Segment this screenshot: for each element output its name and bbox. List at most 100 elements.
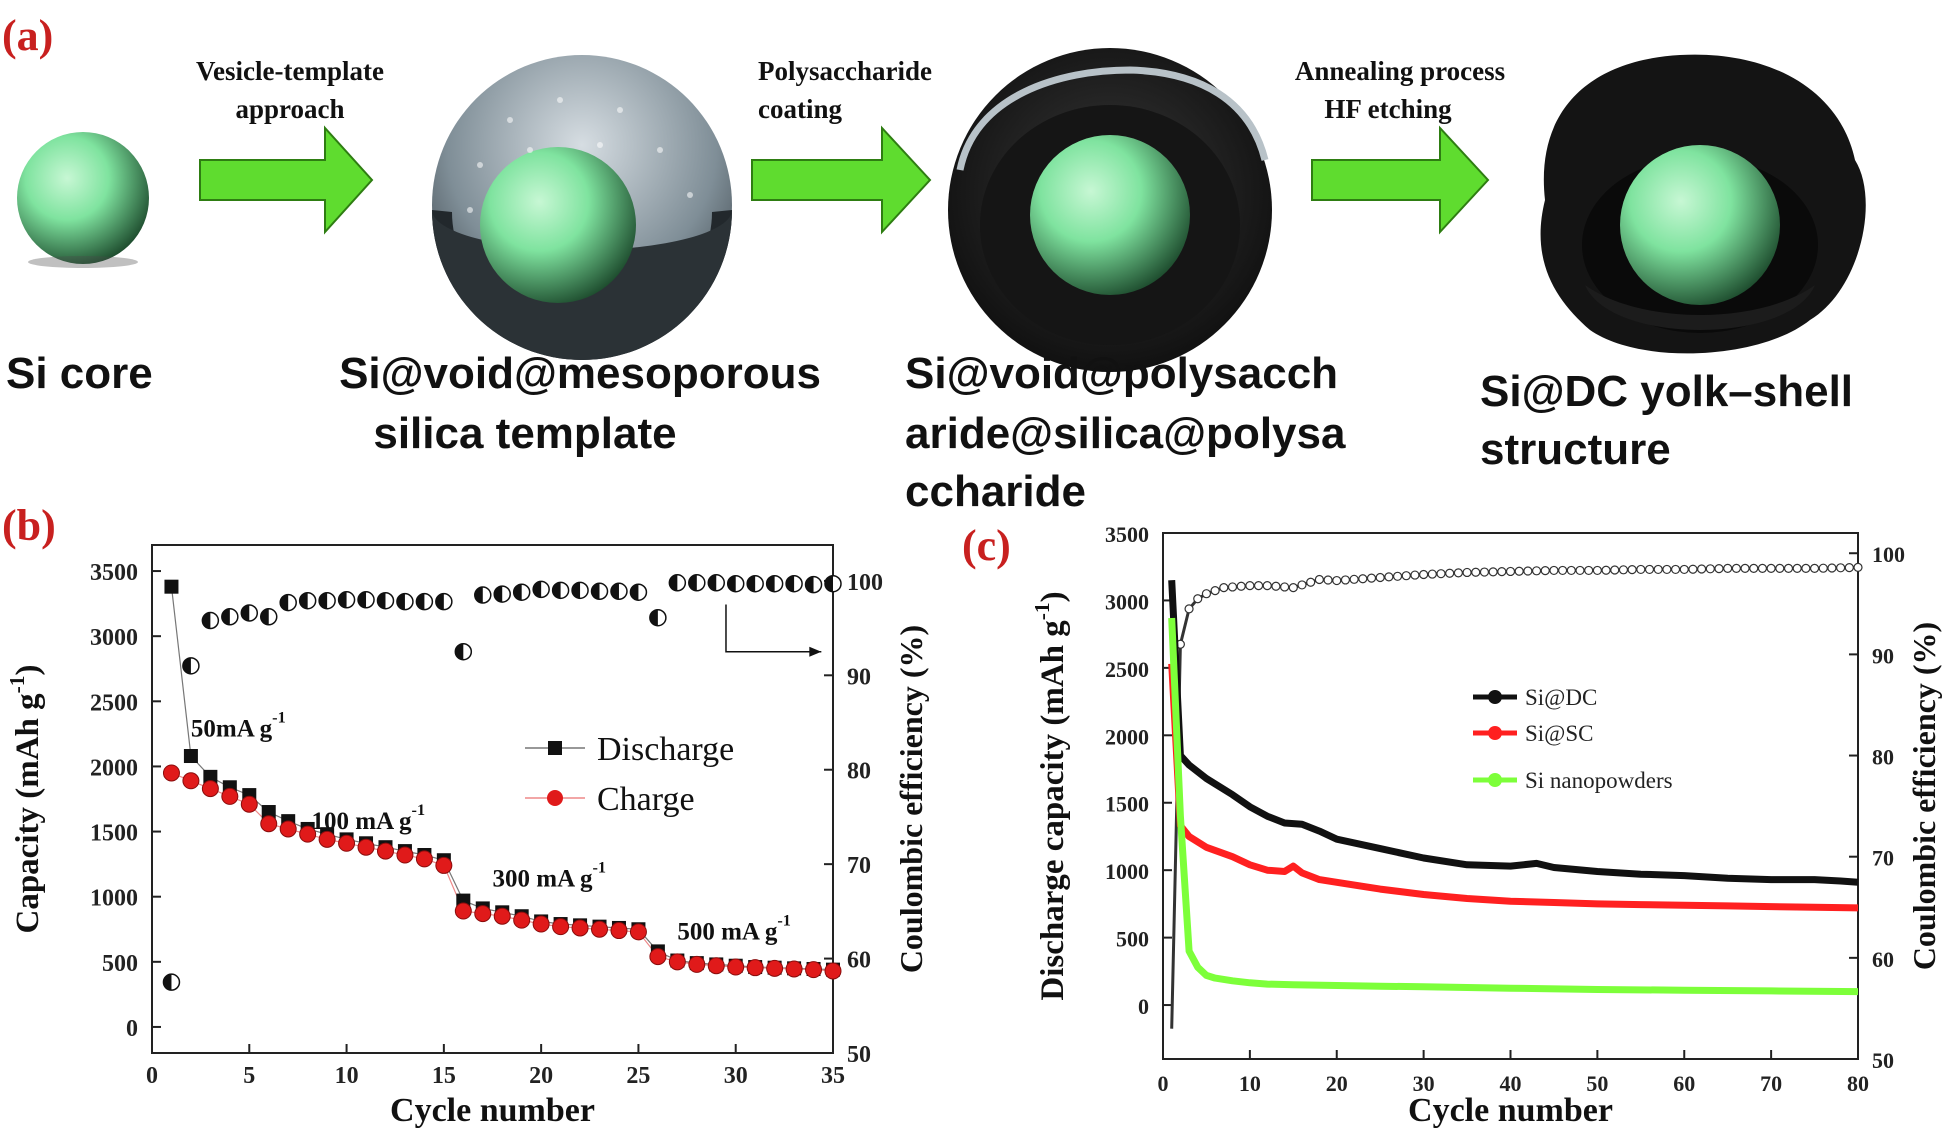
coulombic-efficiency-point-fill — [377, 592, 386, 609]
discharge-point — [261, 805, 276, 820]
series-line-si-nanopowders — [1168, 617, 1859, 996]
coulombic-efficiency-point-fill — [649, 609, 658, 626]
coulombic-efficiency-point — [1436, 569, 1446, 579]
charge-point — [182, 772, 200, 790]
coulombic-efficiency-point — [1245, 580, 1255, 591]
discharge-point — [183, 749, 198, 764]
y2-tick-label: 70 — [1872, 846, 1894, 871]
coulombic-efficiency-point — [1375, 572, 1385, 583]
coulombic-efficiency-point — [1836, 563, 1846, 573]
y-axis-label: Discharge capacity (mAh g-1) — [1030, 591, 1071, 1000]
si-core-illustration — [17, 132, 149, 268]
charge-point — [629, 923, 647, 941]
coulombic-efficiency-point — [1662, 564, 1672, 575]
coulombic-efficiency-point — [1280, 582, 1290, 592]
y-tick-label: 2000 — [1105, 724, 1149, 749]
coulombic-efficiency-point — [1410, 570, 1420, 580]
coulombic-efficiency-point-fill — [572, 582, 581, 599]
charge-point — [688, 955, 706, 973]
x-axis-label: Cycle number — [390, 1092, 595, 1129]
x-tick-label: 15 — [432, 1063, 456, 1089]
stage-2-caption-line2: silica template — [373, 409, 676, 458]
charge-point — [785, 960, 803, 978]
charge-point — [474, 905, 492, 923]
series-line-si-dc — [1168, 580, 1859, 886]
process-arrow-1 — [199, 125, 374, 235]
coulombic-efficiency-point — [1193, 594, 1203, 604]
y-tick-label: 2500 — [90, 690, 138, 716]
x-tick-label: 80 — [1847, 1071, 1869, 1096]
chart-c: 0 10 20 30 40 50 60 70 80 0 500 1000 1500 2000 2500 300… — [1030, 522, 1942, 1129]
coulombic-efficiency-point — [1201, 589, 1212, 599]
coulombic-efficiency-point — [1757, 563, 1768, 574]
x-tick-label: 30 — [1413, 1071, 1435, 1096]
y-tick-label: 500 — [1116, 927, 1149, 952]
coulombic-efficiency-point-fill — [338, 591, 347, 608]
coulombic-efficiency-point-fill — [533, 581, 542, 598]
stage-3-caption-line3: ccharide — [905, 467, 1086, 516]
coulombic-efficiency-point — [1801, 563, 1811, 574]
legend-marker — [1488, 773, 1502, 787]
coulombic-efficiency-point — [1497, 567, 1507, 577]
x-tick-label: 10 — [1239, 1071, 1261, 1096]
charge-point — [357, 838, 375, 856]
yolk-shell-illustration — [1540, 54, 1866, 354]
charge-point — [415, 850, 433, 868]
coulombic-efficiency-point — [1679, 564, 1689, 575]
coulombic-efficiency-point — [1271, 581, 1281, 591]
arrow-3-text-line1: Annealing process — [1295, 56, 1505, 86]
charge-point — [707, 957, 725, 975]
coulombic-efficiency-point — [1488, 567, 1498, 577]
coulombic-efficiency-point — [1262, 580, 1272, 591]
stage-3-caption-line1: Si@void@polysacch — [905, 349, 1338, 398]
coulombic-efficiency-point-fill — [396, 593, 405, 610]
process-arrow-2 — [751, 125, 932, 235]
y-tick-label: 500 — [102, 951, 138, 977]
panel-b-label: (b) — [2, 501, 56, 550]
y-tick-label: 2500 — [1105, 657, 1149, 682]
charge-point — [299, 825, 317, 843]
coulombic-efficiency-point — [1340, 575, 1351, 585]
x-tick-label: 20 — [1326, 1071, 1348, 1096]
y2-tick-label: 50 — [847, 1042, 871, 1068]
y2-tick-label: 60 — [1872, 947, 1894, 972]
coulombic-efficiency-point — [1236, 581, 1246, 591]
coulombic-efficiency-point-fill — [708, 574, 717, 591]
y2-tick-label: 90 — [1872, 643, 1894, 668]
coulombic-efficiency-point — [1366, 573, 1377, 583]
charge-point — [396, 846, 414, 864]
coulombic-efficiency-point — [1783, 563, 1794, 574]
charge-point — [591, 920, 609, 938]
coulombic-efficiency-point — [1314, 574, 1324, 585]
axis-indicator-arrow-line — [725, 604, 822, 653]
coulombic-efficiency-point — [1306, 577, 1316, 587]
coulombic-efficiency-point-fill — [163, 974, 172, 991]
arrow-3-text-line2: HF etching — [1324, 94, 1452, 124]
y-tick-label: 3000 — [90, 625, 138, 651]
stage-4-caption-line2: structure — [1480, 425, 1671, 474]
coulombic-efficiency-point — [1697, 564, 1707, 574]
coulombic-efficiency-point-fill — [221, 608, 230, 625]
coulombic-efficiency-point-fill — [513, 584, 522, 601]
charge-point — [668, 953, 686, 971]
coulombic-efficiency-point — [1445, 568, 1455, 578]
charge-point — [571, 919, 589, 937]
coulombic-efficiency-point — [1566, 565, 1576, 576]
coulombic-efficiency-point — [1227, 582, 1238, 592]
coulombic-efficiency-point — [1479, 567, 1490, 577]
panel-a-label: (a) — [2, 11, 53, 60]
coulombic-efficiency-point-fill — [610, 583, 619, 600]
coulombic-efficiency-point — [1453, 568, 1463, 578]
coulombic-efficiency-point — [1627, 565, 1637, 575]
charge-point — [240, 795, 258, 813]
coulombic-efficiency-point — [1558, 565, 1568, 576]
charge-point — [532, 915, 550, 933]
y2-tick-label: 100 — [847, 570, 883, 596]
coulombic-efficiency-point — [1471, 567, 1481, 577]
rate-annotation: 500 mA g-1 — [677, 912, 791, 946]
coulombic-efficiency-point — [1592, 565, 1602, 576]
coulombic-efficiency-point — [1401, 571, 1411, 581]
charge-point — [435, 856, 453, 874]
stage-4-caption-line1: Si@DC yolk–shell — [1480, 367, 1853, 416]
y-tick-label: 1000 — [90, 886, 138, 912]
